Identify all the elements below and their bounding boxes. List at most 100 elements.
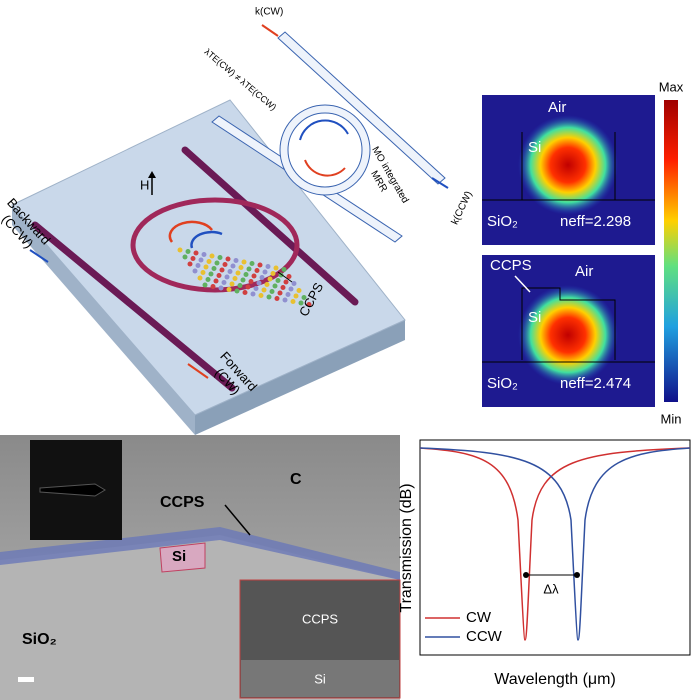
atom bbox=[257, 262, 263, 268]
waveguide bbox=[31, 221, 236, 392]
atom bbox=[298, 300, 304, 306]
atom bbox=[288, 286, 294, 292]
mode-profiles: Air Si SiO₂ neff=2.298 CCPS Air Si SiO₂ … bbox=[482, 79, 684, 426]
colorbar-max: Max bbox=[659, 79, 684, 94]
atom bbox=[286, 274, 292, 279]
atom bbox=[203, 264, 209, 270]
atom bbox=[237, 283, 243, 288]
ccps-layer bbox=[0, 527, 400, 580]
atom bbox=[213, 278, 219, 284]
atom bbox=[227, 269, 233, 274]
atom bbox=[277, 290, 283, 296]
atom bbox=[251, 273, 257, 279]
atom bbox=[193, 250, 199, 256]
tem-image: CCPS C Si SiO₂ CCPS Si bbox=[0, 435, 401, 700]
atom bbox=[272, 283, 278, 289]
atom bbox=[245, 284, 251, 290]
neff-label: neff=2.474 bbox=[560, 375, 631, 392]
atom bbox=[306, 302, 312, 307]
atom bbox=[222, 262, 228, 267]
atom bbox=[264, 282, 270, 287]
atom bbox=[185, 249, 191, 254]
shift-label: Δλ bbox=[543, 581, 559, 596]
atom bbox=[283, 279, 289, 285]
atom bbox=[210, 284, 216, 289]
atom bbox=[301, 295, 307, 300]
sio2-label: SiO₂ bbox=[487, 213, 518, 230]
atom bbox=[190, 256, 196, 261]
atom bbox=[282, 297, 288, 303]
si-core bbox=[159, 542, 206, 573]
shift-end bbox=[574, 572, 580, 578]
atom bbox=[209, 253, 215, 259]
atom bbox=[201, 252, 207, 257]
legend-label: CCW bbox=[466, 628, 503, 645]
atom bbox=[216, 273, 222, 278]
atom bbox=[242, 290, 248, 295]
atom bbox=[238, 265, 244, 270]
atom bbox=[198, 257, 204, 263]
atom bbox=[293, 293, 299, 299]
atom bbox=[219, 267, 225, 273]
atom bbox=[221, 280, 227, 285]
atom bbox=[202, 282, 208, 288]
atom bbox=[269, 289, 275, 294]
si-label: Si bbox=[528, 309, 541, 326]
atom bbox=[267, 276, 273, 282]
field-label: H bbox=[140, 177, 149, 192]
plot-frame bbox=[419, 439, 691, 656]
k-cw-label: k(CW) bbox=[255, 7, 283, 18]
ccps-label: CCPS bbox=[490, 257, 532, 274]
core-outline bbox=[521, 287, 616, 360]
atom bbox=[177, 247, 183, 253]
atom bbox=[258, 293, 264, 298]
atom bbox=[192, 268, 198, 274]
atom bbox=[270, 271, 276, 276]
cw-curve bbox=[419, 447, 691, 641]
sio2-label: SiO₂ bbox=[487, 375, 518, 392]
ccw-arrow bbox=[190, 230, 223, 249]
atom bbox=[246, 266, 252, 272]
atom bbox=[280, 285, 286, 290]
ccw-curve bbox=[419, 447, 691, 641]
carbon-label: C bbox=[290, 471, 302, 488]
atom bbox=[248, 279, 254, 284]
atom bbox=[229, 281, 235, 287]
ccw-arrow bbox=[299, 119, 349, 141]
neff-label: neff=2.298 bbox=[560, 213, 631, 230]
device: H Backward (CCW) Forward (CW) CCPS bbox=[0, 99, 406, 435]
atom bbox=[217, 255, 223, 260]
atom bbox=[249, 261, 255, 266]
atom bbox=[226, 287, 232, 292]
atom bbox=[225, 256, 231, 262]
atom bbox=[261, 287, 267, 293]
atom bbox=[187, 261, 193, 267]
inset-ccps-label: CCPS bbox=[302, 611, 338, 626]
atom bbox=[291, 281, 297, 286]
atom bbox=[224, 274, 230, 280]
slab-side bbox=[195, 320, 405, 435]
atom bbox=[285, 292, 291, 297]
beam-stop bbox=[39, 483, 106, 497]
slab-top bbox=[11, 99, 406, 416]
cw-input-arrow bbox=[261, 24, 279, 37]
atom bbox=[259, 275, 265, 280]
pointer bbox=[277, 271, 293, 283]
atom bbox=[241, 259, 247, 265]
mode-field bbox=[518, 115, 618, 215]
x-axis-label: Wavelength (μm) bbox=[494, 671, 616, 688]
atom bbox=[182, 254, 188, 260]
ccps-label: CCPS bbox=[160, 494, 205, 511]
atom bbox=[262, 269, 268, 275]
atom bbox=[275, 278, 281, 283]
h-arrowhead bbox=[148, 171, 156, 178]
sio2-label: SiO₂ bbox=[22, 631, 57, 648]
backward-arrow bbox=[29, 249, 49, 263]
atom bbox=[206, 259, 212, 264]
atom bbox=[254, 268, 260, 273]
atom bbox=[243, 272, 249, 277]
k-ccw-label: k(CCW) bbox=[450, 190, 475, 227]
air-label: Air bbox=[548, 99, 566, 116]
atom bbox=[274, 296, 280, 301]
